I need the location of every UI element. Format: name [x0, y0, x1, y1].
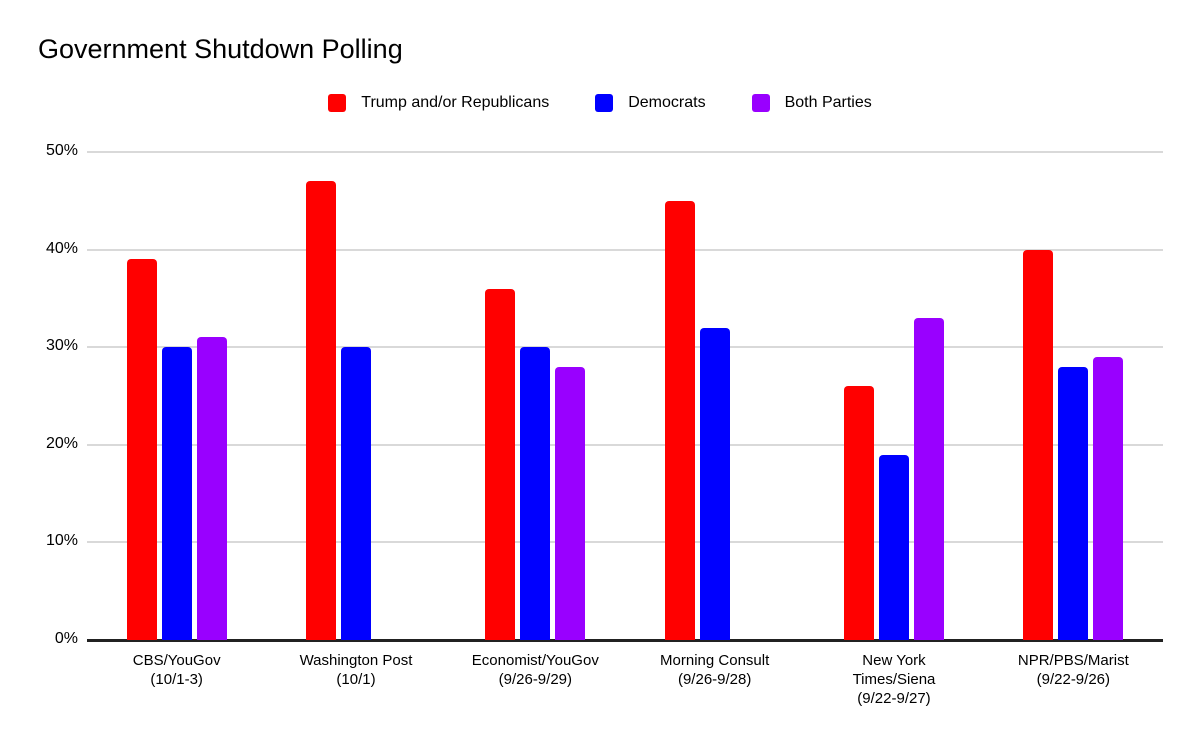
legend-label: Trump and/or Republicans	[361, 94, 550, 111]
legend-swatch-icon	[751, 94, 770, 112]
legend-item: Democrats	[595, 94, 706, 112]
bar-both-parties	[555, 366, 586, 640]
gridline	[87, 346, 1163, 349]
bar-democrats	[341, 347, 371, 640]
legend-label: Both Parties	[784, 94, 872, 111]
bar-democrats	[699, 327, 730, 640]
gridline	[87, 443, 1163, 446]
legend-item: Trump and/or Republicans	[328, 94, 549, 112]
bar-democrats	[161, 347, 192, 640]
legend-item: Both Parties	[751, 94, 872, 112]
bar-trump-and-or-republicans	[1023, 249, 1054, 640]
y-axis-tick-label: 10%	[45, 532, 78, 550]
legend-swatch-icon	[328, 94, 347, 112]
gridline	[87, 248, 1163, 251]
x-axis-category-label: New York Times/Siena (9/22-9/27)	[852, 652, 936, 707]
y-axis-tick-label: 0%	[54, 630, 78, 647]
bar-both-parties	[1093, 356, 1124, 640]
bar-trump-and-or-republicans	[306, 181, 336, 640]
legend-swatch-icon	[595, 94, 614, 112]
legend-label: Democrats	[628, 94, 706, 111]
y-axis-tick-label: 30%	[45, 337, 78, 355]
chart-title: Government Shutdown Polling	[38, 34, 403, 64]
bar-both-parties	[914, 317, 944, 640]
bar-trump-and-or-republicans	[844, 386, 874, 640]
x-axis-category-label: NPR/PBS/Marist (9/22-9/26)	[1017, 652, 1129, 688]
bar-both-parties	[196, 337, 227, 640]
legend: Trump and/or Republicans Democrats Both Pa…	[0, 88, 1200, 118]
y-axis-tick-label: 20%	[45, 434, 78, 452]
bar-democrats	[1058, 366, 1089, 640]
x-axis-category-label: CBS/YouGov (10/1-3)	[132, 652, 221, 688]
bar-democrats	[520, 347, 551, 640]
x-axis-line	[87, 639, 1163, 642]
x-axis-category-label: Morning Consult (9/26-9/28)	[660, 652, 770, 688]
bar-trump-and-or-republicans	[126, 259, 157, 640]
y-axis-tick-label: 50%	[45, 142, 78, 159]
bar-trump-and-or-republicans	[485, 288, 516, 640]
gridline	[87, 151, 1163, 153]
bar-democrats	[879, 454, 909, 640]
x-axis-category-label: Washington Post (10/1)	[299, 652, 413, 688]
y-axis-tick-label: 40%	[45, 239, 78, 257]
gridline	[87, 541, 1163, 544]
x-axis-category-label: Economist/YouGov (9/26-9/29)	[471, 652, 599, 688]
bar-trump-and-or-republicans	[664, 200, 695, 640]
